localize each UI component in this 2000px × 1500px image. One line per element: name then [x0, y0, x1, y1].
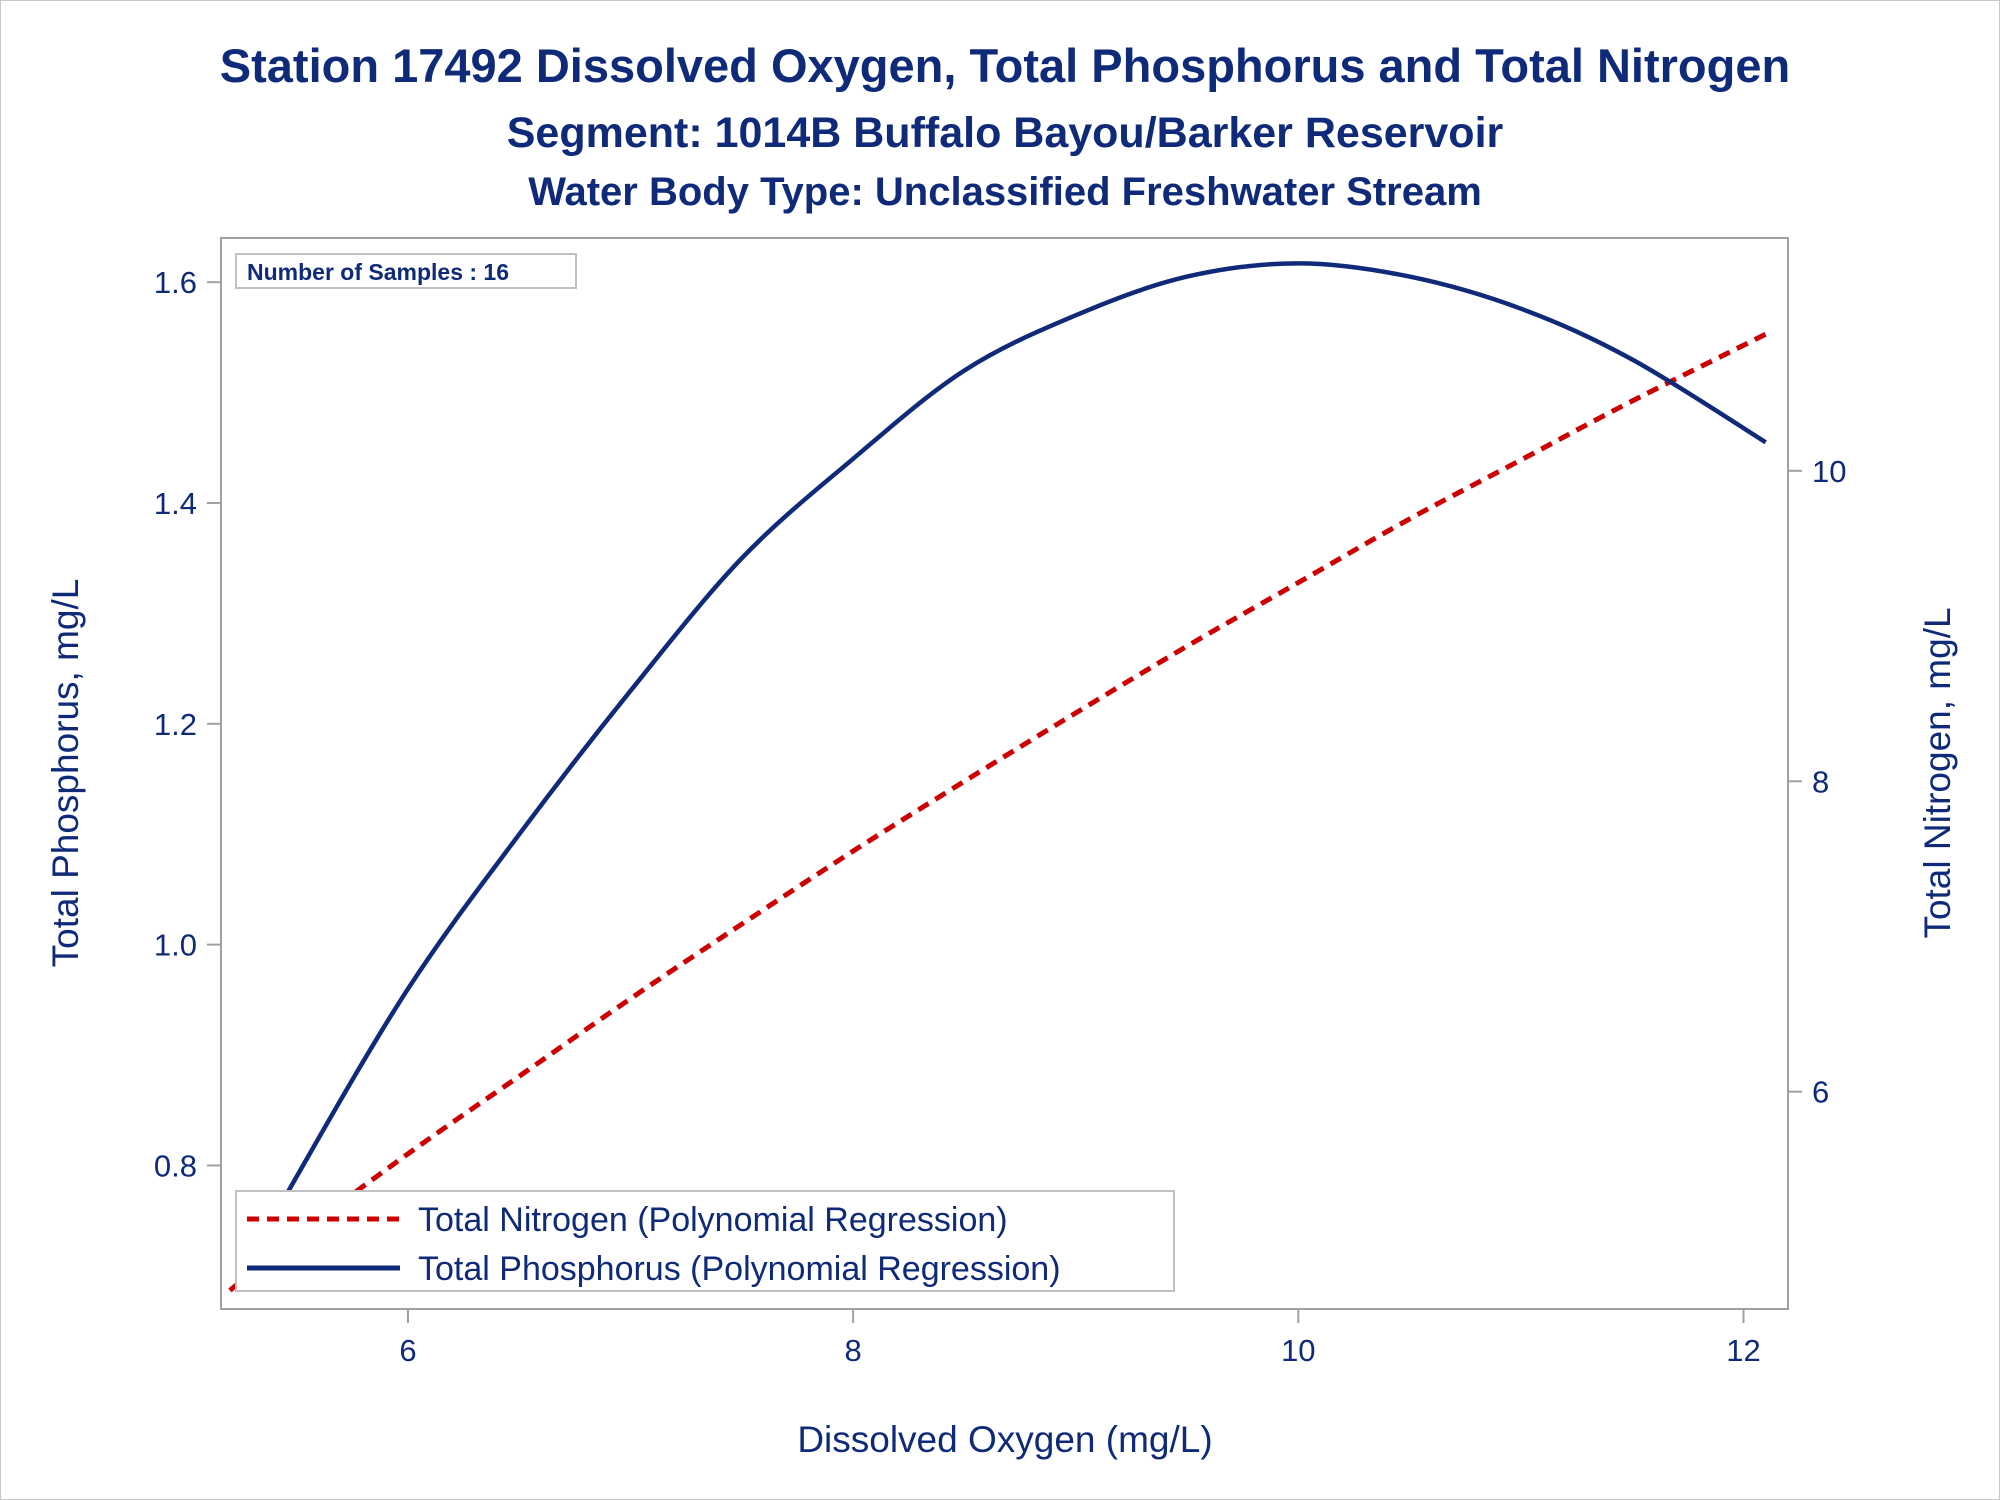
y-left-tick-label: 1.6: [154, 265, 197, 300]
y-axis-right-label: Total Nitrogen, mg/L: [1917, 607, 1958, 938]
sample-count-text: Number of Samples : 16: [247, 259, 509, 285]
series-line-phosphorus: [234, 261, 1767, 1288]
y-right-tick-label: 6: [1812, 1075, 1829, 1110]
x-tick-label: 10: [1281, 1333, 1315, 1368]
x-axis: 6 8 10 12: [399, 1309, 1761, 1368]
chart-subtitle: Segment: 1014B Buffalo Bayou/Barker Rese…: [507, 109, 1504, 157]
x-tick-label: 6: [399, 1333, 416, 1368]
y-axis-left: 0.8 1.0 1.2 1.4 1.6: [154, 265, 221, 1183]
x-tick-label: 12: [1726, 1333, 1760, 1368]
legend: Total Nitrogen (Polynomial Regression) T…: [235, 1190, 1175, 1292]
y-right-tick-label: 8: [1812, 764, 1829, 799]
y-left-tick-label: 1.2: [154, 707, 197, 742]
chart-title: Station 17492 Dissolved Oxygen, Total Ph…: [220, 39, 1790, 92]
chart-subtitle-2: Water Body Type: Unclassified Freshwater…: [528, 170, 1482, 214]
y-axis-left-label: Total Phosphorus, mg/L: [45, 579, 86, 968]
y-right-tick-label: 10: [1812, 454, 1846, 489]
sample-count-box: [235, 253, 577, 289]
sample-count-inset: Number of Samples : 16: [235, 253, 577, 289]
legend-label-phosphorus: Total Phosphorus (Polynomial Regression): [418, 1250, 1061, 1288]
legend-label-nitrogen: Total Nitrogen (Polynomial Regression): [418, 1201, 1008, 1239]
series-layer: [228, 261, 1767, 1293]
plot-area: [220, 237, 1789, 1310]
y-left-tick-label: 1.0: [154, 928, 197, 963]
x-axis-label: Dissolved Oxygen (mg/L): [797, 1419, 1212, 1460]
y-axis-right: 6 8 10: [1788, 454, 1846, 1110]
y-left-tick-label: 0.8: [154, 1148, 197, 1183]
series-line-nitrogen: [228, 331, 1767, 1293]
y-left-tick-label: 1.4: [154, 486, 197, 521]
legend-box: [235, 1190, 1175, 1292]
x-tick-label: 8: [845, 1333, 862, 1368]
